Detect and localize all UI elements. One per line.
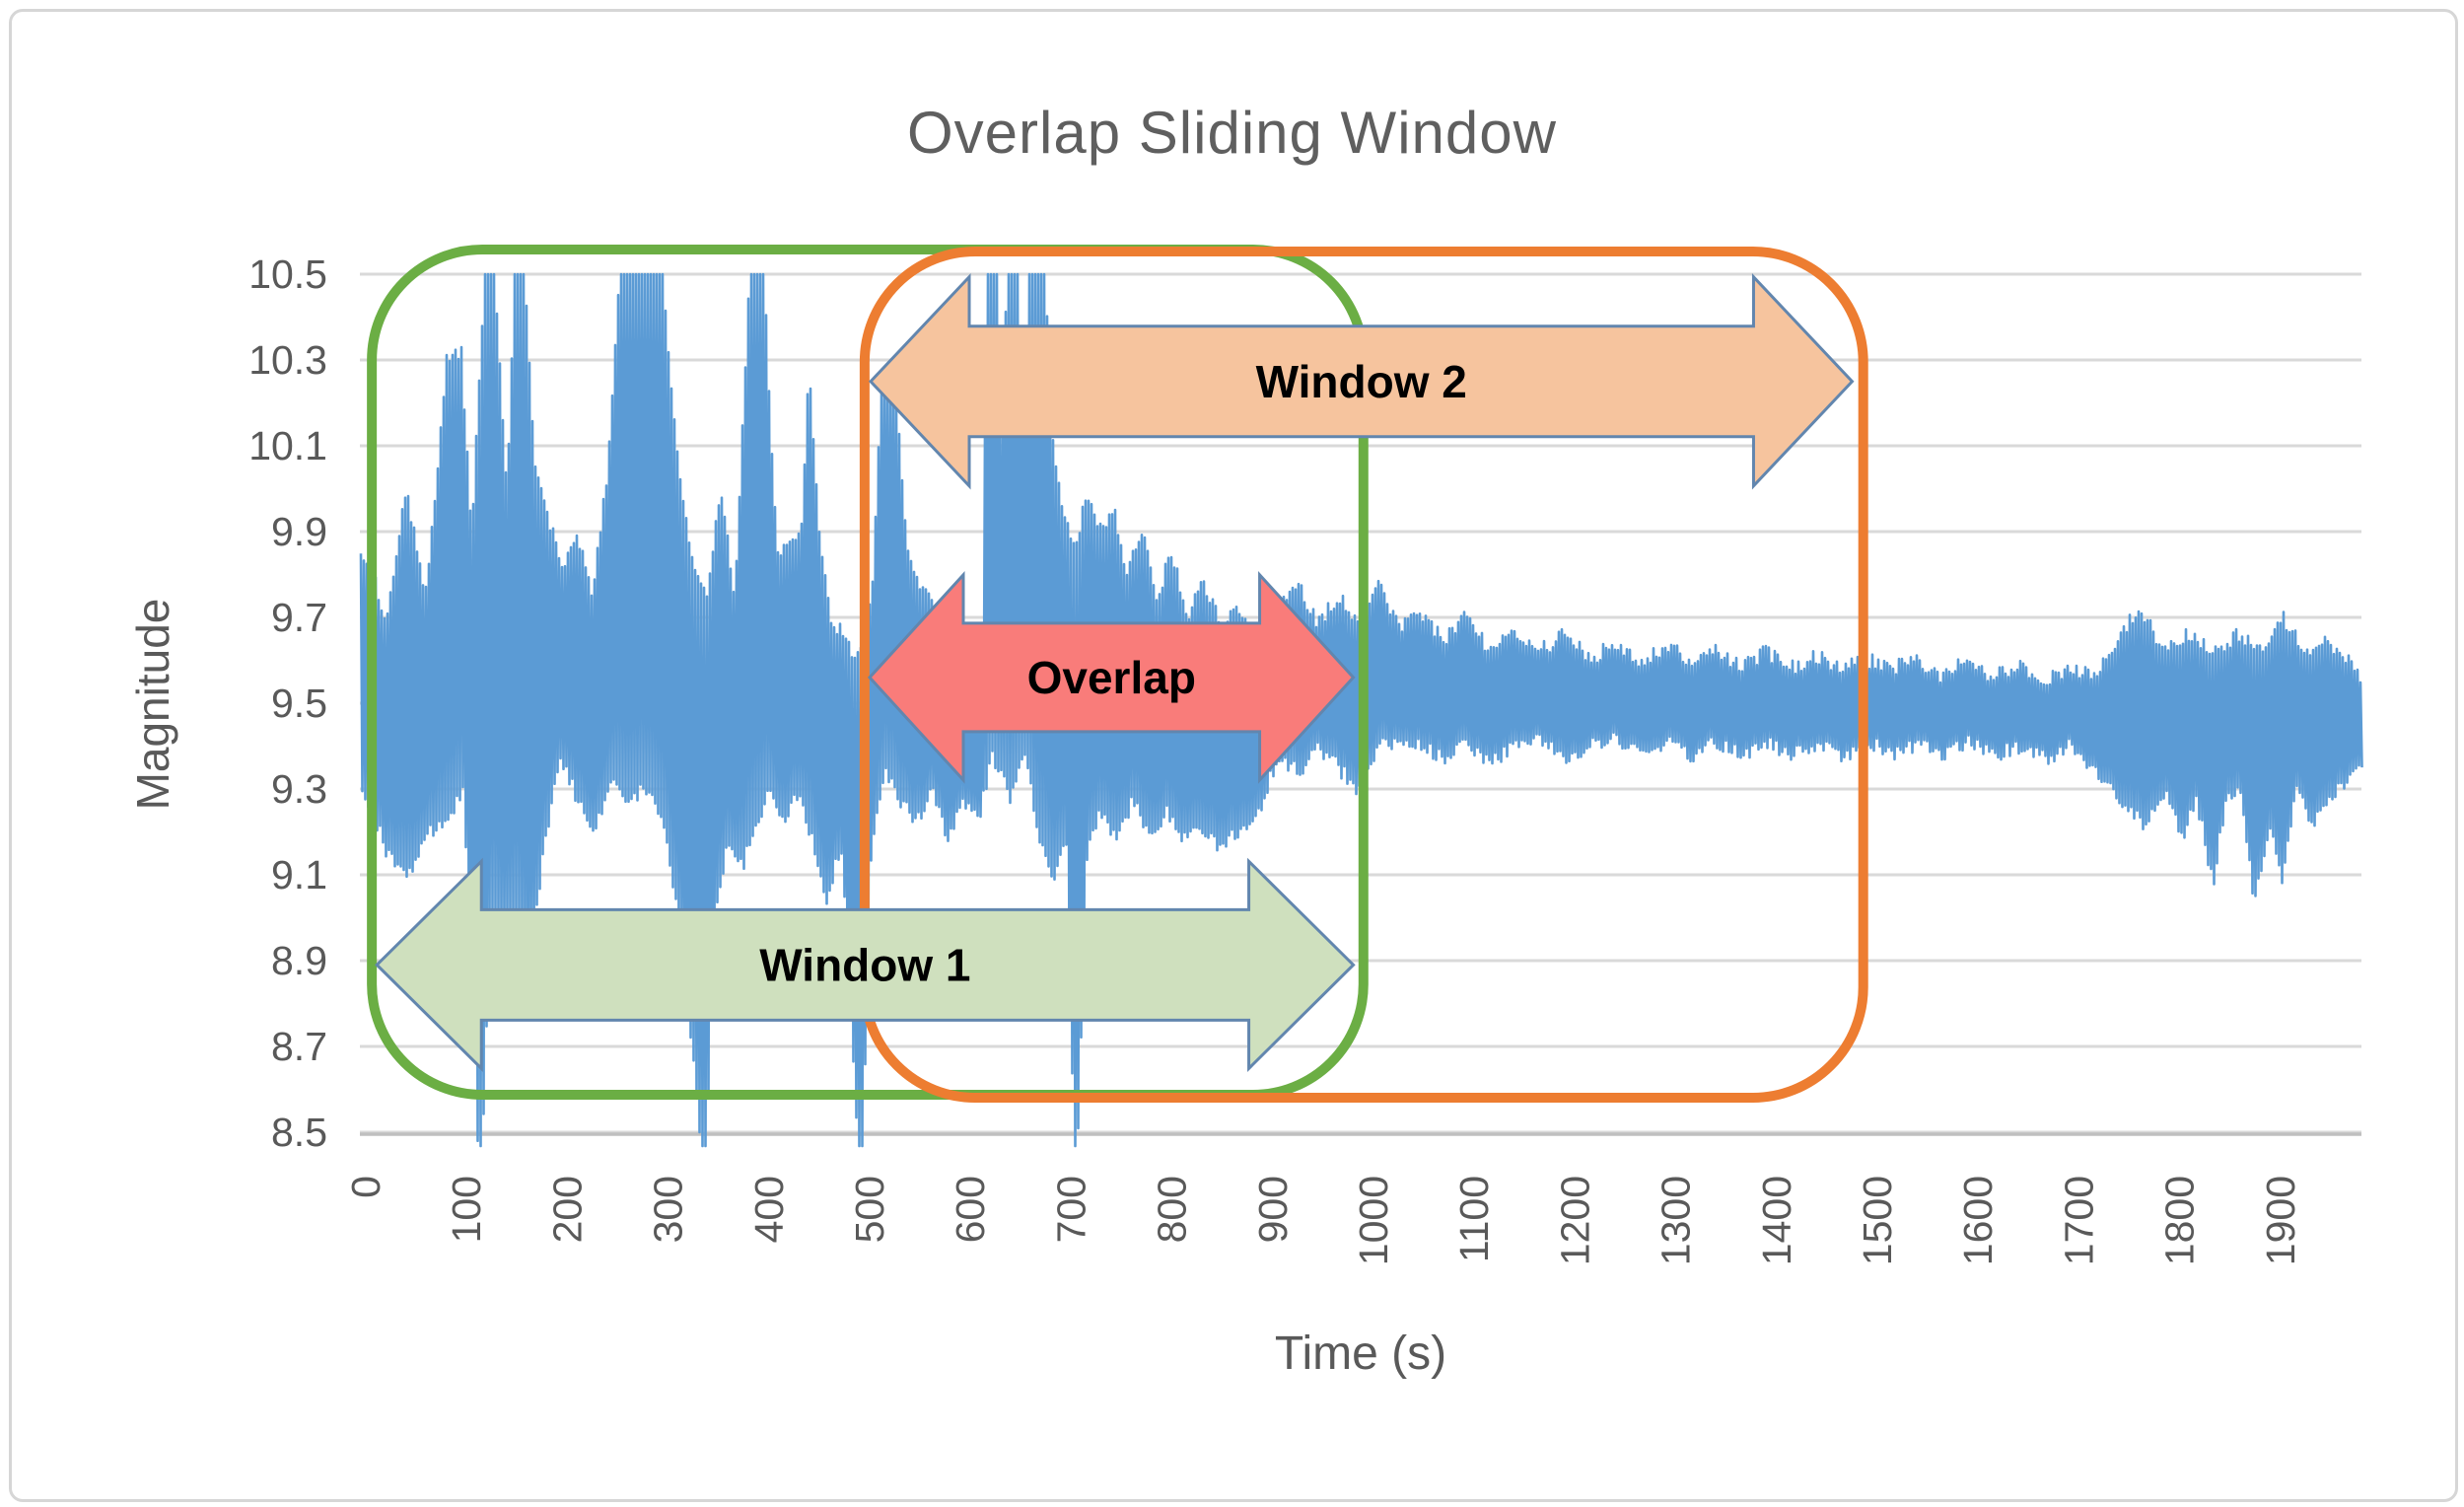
x-tick-label: 600 xyxy=(948,1176,993,1243)
x-tick-label: 0 xyxy=(343,1176,388,1198)
x-tick-label: 800 xyxy=(1150,1176,1195,1243)
y-tick-label: 9.1 xyxy=(271,852,327,897)
y-tick-label: 9.9 xyxy=(271,509,327,554)
window2-arrow-label: Window 2 xyxy=(1256,356,1467,407)
x-tick-label: 1200 xyxy=(1552,1176,1597,1265)
x-tick-label: 400 xyxy=(746,1176,792,1243)
x-tick-label: 700 xyxy=(1048,1176,1093,1243)
x-tick-label: 1900 xyxy=(2258,1176,2303,1265)
x-tick-label: 1500 xyxy=(1855,1176,1900,1265)
y-tick-label: 8.5 xyxy=(271,1110,327,1155)
x-tick-label: 200 xyxy=(544,1176,590,1243)
x-tick-label: 1400 xyxy=(1754,1176,1799,1265)
x-tick-label: 1300 xyxy=(1654,1176,1699,1265)
x-tick-label: 1000 xyxy=(1351,1176,1396,1265)
y-tick-label: 9.5 xyxy=(271,681,327,726)
annotation-arrows xyxy=(375,272,1855,1072)
x-axis-title: Time (s) xyxy=(1274,1328,1447,1380)
y-tick-label: 8.9 xyxy=(271,938,327,983)
window-region-outlines xyxy=(367,245,1868,1103)
x-tick-label: 500 xyxy=(847,1176,892,1243)
axis-tick-labels: 8.5 8.7 8.9 9.1 9.3 9.5 9.7 9.9 10.1 10.3 10.5 0 100… xyxy=(248,251,2303,1265)
x-tick-label: 1100 xyxy=(1451,1176,1497,1262)
window1-arrow-label: Window 1 xyxy=(759,939,970,990)
x-tick-label: 300 xyxy=(646,1176,691,1243)
x-tick-label: 1700 xyxy=(2056,1176,2101,1265)
y-tick-label: 9.7 xyxy=(271,595,327,640)
x-tick-label: 1600 xyxy=(1955,1176,2001,1265)
x-tick-label: 900 xyxy=(1250,1176,1296,1243)
y-tick-label: 8.7 xyxy=(271,1024,327,1069)
chart-title: Overlap Sliding Window xyxy=(907,100,1557,166)
x-tick-label: 1800 xyxy=(2157,1176,2203,1265)
overlap-arrow-label: Overlap xyxy=(1027,652,1196,703)
x-tick-label: 100 xyxy=(444,1176,489,1243)
y-tick-label: 10.3 xyxy=(248,337,327,383)
y-tick-label: 9.3 xyxy=(271,766,327,812)
y-tick-label: 10.1 xyxy=(248,423,327,468)
y-tick-label: 10.5 xyxy=(248,251,327,297)
